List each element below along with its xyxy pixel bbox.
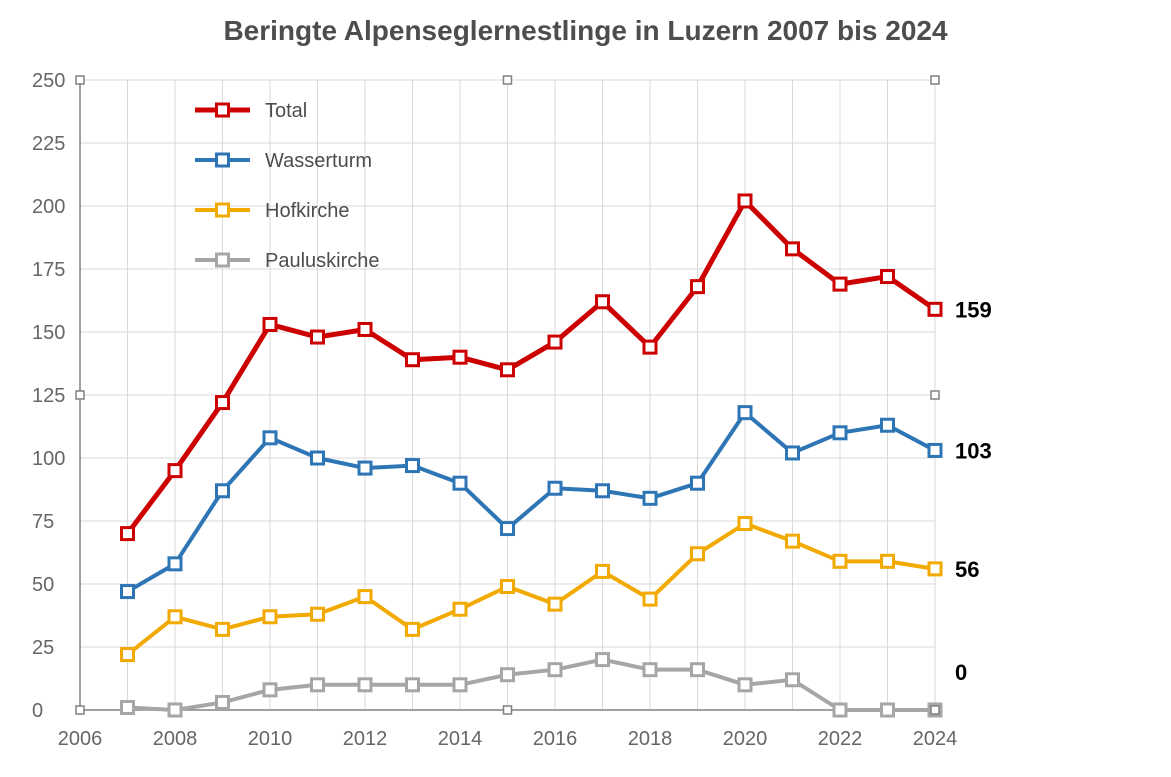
svg-text:2014: 2014 <box>438 728 483 750</box>
resize-handle-ml[interactable] <box>76 391 84 399</box>
legend-label-pauluskirche: Pauluskirche <box>265 250 380 272</box>
resize-handle-bl[interactable] <box>76 706 84 714</box>
resize-handle-bm[interactable] <box>504 706 512 714</box>
svg-text:2012: 2012 <box>343 728 388 750</box>
svg-text:2008: 2008 <box>153 728 198 750</box>
legend-label-total: Total <box>265 100 307 122</box>
svg-text:2010: 2010 <box>248 728 293 750</box>
svg-text:200: 200 <box>32 196 65 218</box>
svg-text:150: 150 <box>32 322 65 344</box>
svg-text:2020: 2020 <box>723 728 768 750</box>
svg-text:75: 75 <box>32 511 54 533</box>
resize-handle-tl[interactable] <box>76 76 84 84</box>
svg-text:2006: 2006 <box>58 728 103 750</box>
end-label-wasserturm: 103 <box>955 438 992 463</box>
svg-text:2024: 2024 <box>913 728 958 750</box>
svg-text:50: 50 <box>32 574 54 596</box>
end-label-pauluskirche: 0 <box>955 660 967 685</box>
resize-handle-tr[interactable] <box>931 76 939 84</box>
chart-background <box>0 0 1171 777</box>
resize-handle-mr[interactable] <box>931 391 939 399</box>
svg-text:0: 0 <box>32 700 43 722</box>
resize-handle-tm[interactable] <box>504 76 512 84</box>
chart-title: Beringte Alpenseglernestlinge in Luzern … <box>223 15 948 46</box>
svg-text:25: 25 <box>32 637 54 659</box>
end-label-total: 159 <box>955 297 992 322</box>
resize-handle-br[interactable] <box>931 706 939 714</box>
svg-text:2018: 2018 <box>628 728 673 750</box>
svg-text:100: 100 <box>32 448 65 470</box>
svg-text:125: 125 <box>32 385 65 407</box>
legend-label-wasserturm: Wasserturm <box>265 150 372 172</box>
legend-label-hofkirche: Hofkirche <box>265 200 349 222</box>
end-label-hofkirche: 56 <box>955 557 979 582</box>
svg-text:2022: 2022 <box>818 728 863 750</box>
svg-text:225: 225 <box>32 133 65 155</box>
svg-text:2016: 2016 <box>533 728 578 750</box>
svg-text:175: 175 <box>32 259 65 281</box>
svg-text:250: 250 <box>32 70 65 92</box>
